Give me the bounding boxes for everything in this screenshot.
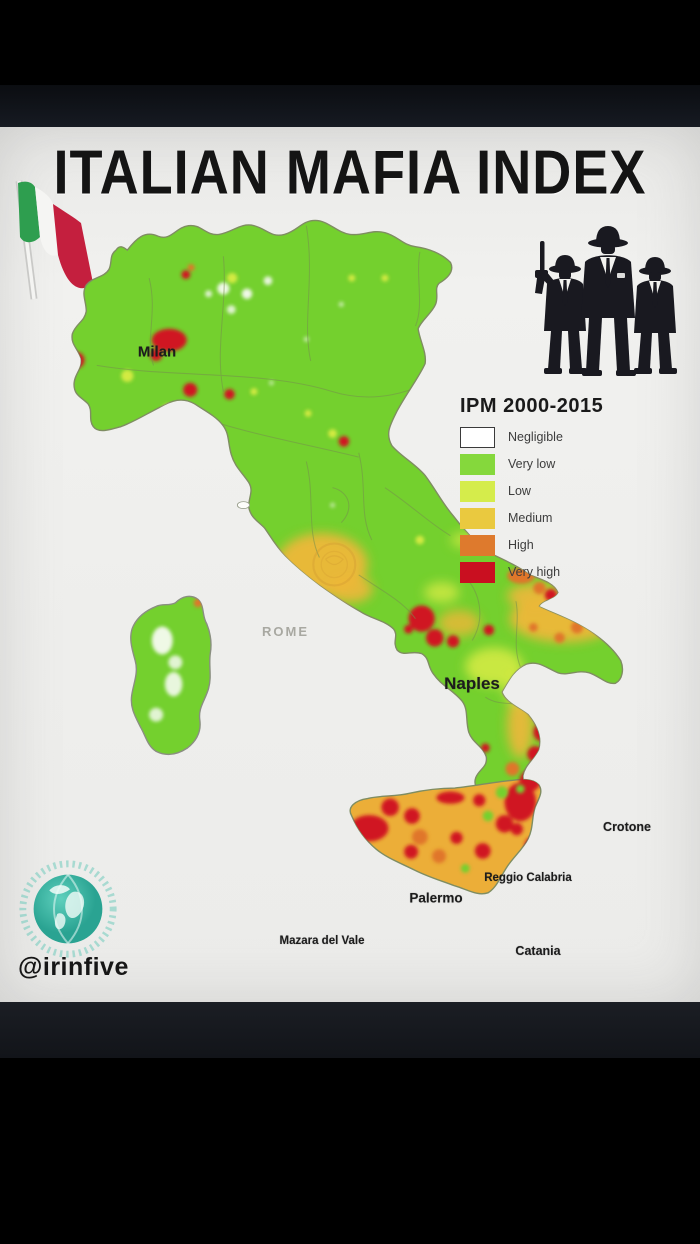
legend-row: High bbox=[460, 534, 685, 556]
legend-swatch-negligible bbox=[460, 426, 495, 448]
legend-row: Low bbox=[460, 480, 685, 502]
legend-title: IPM 2000-2015 bbox=[460, 395, 604, 417]
legend-row: Medium bbox=[460, 507, 685, 529]
legend-row: Very low bbox=[460, 453, 685, 475]
watermark-handle: @irinfive bbox=[18, 953, 129, 981]
legend-row: Very high bbox=[460, 561, 685, 583]
legend-label: Medium bbox=[508, 511, 553, 525]
city-label-reggio-calabria: Reggio Calabria bbox=[484, 872, 572, 884]
globe-logo-icon bbox=[14, 857, 122, 970]
city-label-milan: Milan bbox=[137, 343, 177, 361]
map-content-area: ITALIAN MAFIA INDEX bbox=[0, 127, 700, 1002]
page-title: ITALIAN MAFIA INDEX bbox=[53, 138, 647, 208]
italy-flag-icon bbox=[4, 173, 104, 308]
legend-label: Negligible bbox=[508, 430, 563, 444]
bottom-letterbox-bar bbox=[0, 1002, 700, 1244]
legend: IPM 2000-2015 Negligible Very low Low Me… bbox=[460, 395, 685, 588]
legend-swatch-very-low bbox=[460, 453, 495, 475]
legend-swatch-medium bbox=[460, 507, 495, 529]
legend-label: Very low bbox=[508, 457, 556, 471]
legend-row: Negligible bbox=[460, 426, 685, 448]
city-label-mazara-del-vale: Mazara del Vale bbox=[279, 935, 365, 947]
city-label-palermo: Palermo bbox=[409, 890, 463, 906]
rome-stamp-watermark bbox=[312, 542, 357, 587]
legend-swatch-very-high bbox=[460, 561, 495, 583]
legend-label: Low bbox=[508, 484, 531, 498]
rome-watermark-label: ROME bbox=[262, 624, 309, 639]
mafia-silhouette-icon bbox=[520, 213, 690, 383]
city-label-catania: Catania bbox=[515, 944, 561, 958]
legend-swatch-low bbox=[460, 480, 495, 502]
legend-swatch-high bbox=[460, 534, 495, 556]
legend-label: High bbox=[508, 538, 534, 552]
city-label-naples: Naples bbox=[444, 674, 500, 693]
city-label-crotone: Crotone bbox=[603, 820, 651, 834]
italy-map bbox=[71, 219, 624, 895]
legend-label: Very high bbox=[508, 565, 561, 579]
top-letterbox-bar bbox=[0, 0, 700, 127]
